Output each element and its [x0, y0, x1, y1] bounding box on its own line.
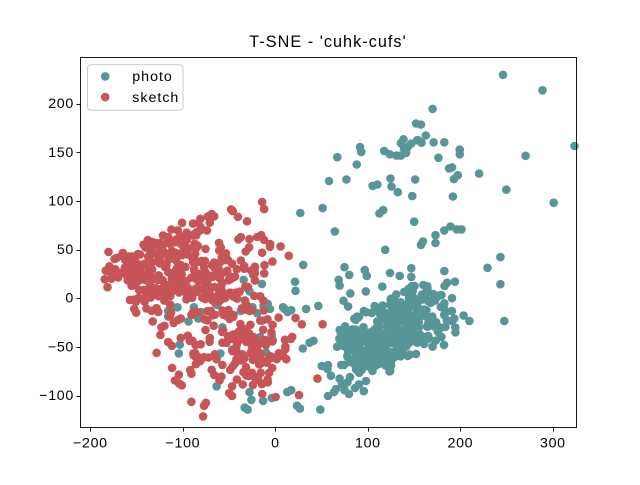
- svg-text:150: 150: [48, 145, 74, 161]
- svg-text:photo: photo: [132, 69, 173, 85]
- svg-text:200: 200: [448, 435, 474, 451]
- svg-text:200: 200: [48, 96, 74, 112]
- svg-text:50: 50: [57, 242, 74, 258]
- svg-text:−200: −200: [73, 435, 108, 451]
- svg-text:−100: −100: [166, 435, 201, 451]
- svg-text:sketch: sketch: [132, 90, 179, 106]
- svg-text:−50: −50: [48, 339, 74, 355]
- svg-text:0: 0: [271, 435, 280, 451]
- svg-text:−100: −100: [39, 388, 74, 404]
- svg-text:0: 0: [65, 291, 74, 307]
- svg-text:100: 100: [355, 435, 381, 451]
- svg-text:100: 100: [48, 193, 74, 209]
- svg-text:300: 300: [540, 435, 566, 451]
- svg-text:T-SNE - 'cuhk-cufs': T-SNE - 'cuhk-cufs': [249, 33, 406, 51]
